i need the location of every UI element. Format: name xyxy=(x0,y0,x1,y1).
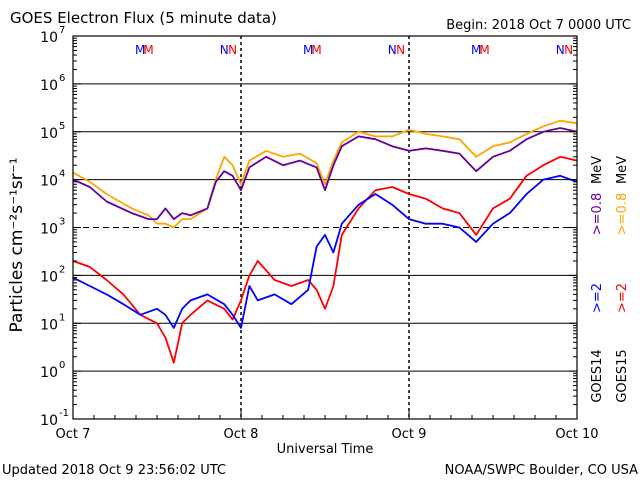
noon-midnight-marker: M xyxy=(471,43,481,57)
x-tick-label: Oct 8 xyxy=(224,427,259,442)
noon-midnight-marker: N xyxy=(228,43,237,57)
y-tick-exponent: 4 xyxy=(59,169,65,180)
legend-unit-15: MeV xyxy=(615,156,630,184)
y-tick-label: 10 xyxy=(40,269,58,285)
begin-label: Begin: 2018 Oct 7 0000 UTC xyxy=(446,18,631,33)
legend-low-15: >=2 xyxy=(615,283,630,313)
y-tick-label: 10 xyxy=(40,78,58,94)
noon-midnight-marker: M xyxy=(135,43,145,57)
footer-updated: Updated 2018 Oct 9 23:56:02 UTC xyxy=(2,463,226,478)
noon-midnight-marker: N xyxy=(220,43,229,57)
x-axis-label: Universal Time xyxy=(277,442,374,457)
y-tick-exponent: 0 xyxy=(59,360,65,371)
y-tick-exponent: 2 xyxy=(59,264,65,275)
noon-midnight-marker: N xyxy=(396,43,405,57)
legend: GOES14 GOES15 >=2 >=2 >=0.8 >=0.8 MeV Me… xyxy=(590,156,630,403)
noon-midnight-marker: M xyxy=(303,43,313,57)
x-tick-label: Oct 9 xyxy=(392,427,427,442)
series-line-1 xyxy=(72,119,578,229)
noon-midnight-marker: N xyxy=(556,43,565,57)
x-tick-label: Oct 7 xyxy=(56,427,91,442)
y-tick-exponent: 6 xyxy=(59,73,65,84)
y-tick-exponent: -1 xyxy=(59,408,69,419)
y-tick-label: 10 xyxy=(40,126,58,142)
y-tick-exponent: 7 xyxy=(59,25,65,36)
footer-credit: NOAA/SWPC Boulder, CO USA xyxy=(445,463,638,478)
y-tick-label: 10 xyxy=(40,30,58,46)
y-tick-exponent: 1 xyxy=(59,312,65,323)
legend-high-14: >=0.8 xyxy=(590,193,605,235)
noon-midnight-marker: M xyxy=(311,43,321,57)
y-tick-label: 10 xyxy=(40,174,58,190)
legend-unit-14: MeV xyxy=(590,156,605,184)
y-axis-label: Particles cm⁻²s⁻¹sr⁻¹ xyxy=(7,157,27,332)
legend-sat14: GOES14 xyxy=(590,349,605,402)
legend-low-14: >=2 xyxy=(590,283,605,313)
y-tick-exponent: 3 xyxy=(59,217,65,228)
y-tick-exponent: 5 xyxy=(59,121,65,132)
y-tick-label: 10 xyxy=(40,365,58,381)
noon-midnight-marker: M xyxy=(479,43,489,57)
series-line-2 xyxy=(72,127,578,221)
legend-high-15: >=0.8 xyxy=(615,193,630,235)
y-tick-label: 10 xyxy=(40,413,58,429)
y-tick-label: 10 xyxy=(40,222,58,238)
noon-midnight-marker: N xyxy=(388,43,397,57)
y-tick-label: 10 xyxy=(40,317,58,333)
series-line-3 xyxy=(72,155,578,364)
chart-title: GOES Electron Flux (5 minute data) xyxy=(10,9,277,27)
x-tick-label: Oct 10 xyxy=(555,427,598,442)
series-line-4 xyxy=(72,174,578,329)
legend-sat15: GOES15 xyxy=(615,349,630,402)
noon-midnight-marker: N xyxy=(564,43,573,57)
noon-midnight-marker: M xyxy=(143,43,153,57)
